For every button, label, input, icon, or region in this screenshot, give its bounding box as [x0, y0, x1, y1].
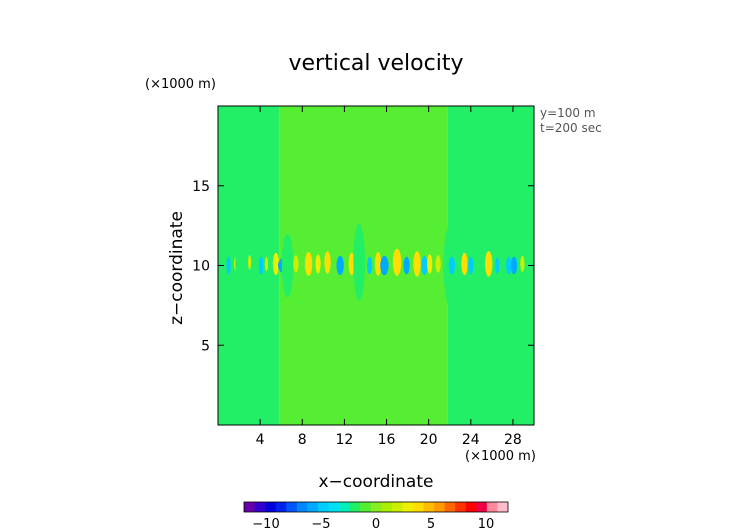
colorbar-swatch — [339, 502, 350, 512]
plot-area — [217, 105, 535, 426]
contour-feature — [477, 225, 490, 299]
contour-feature — [353, 224, 365, 301]
contour-feature — [226, 256, 231, 275]
contour-feature — [315, 254, 321, 274]
contour-feature — [392, 248, 402, 276]
x-tick-label: 16 — [378, 432, 396, 448]
y-tick-label: 5 — [201, 338, 210, 354]
contour-feature — [304, 251, 313, 276]
contour-feature — [264, 256, 269, 272]
colorbar-tick-label: 5 — [427, 517, 435, 532]
colorbar-swatch — [286, 502, 298, 512]
contour-feature — [293, 255, 299, 273]
colorbar-swatch — [296, 502, 308, 512]
colorbar-tick-label: 10 — [478, 517, 495, 532]
y-tick-label: 15 — [192, 179, 210, 195]
contour-feature — [520, 255, 525, 272]
colorbar-swatch — [381, 502, 393, 512]
colorbar-swatch — [275, 502, 287, 512]
contour-feature — [485, 251, 493, 277]
colorbar-swatch — [465, 502, 477, 512]
colorbar-swatch — [317, 502, 329, 512]
contour-feature — [448, 256, 455, 275]
contour-feature — [435, 255, 441, 273]
colorbar-swatch — [412, 502, 424, 512]
colorbar-swatch — [391, 502, 403, 512]
colorbar-swatch — [486, 502, 498, 512]
colorbar-swatch — [254, 502, 266, 512]
x-tick-label: 24 — [462, 432, 480, 448]
colorbar-swatch — [370, 502, 382, 512]
x-tick-label: 12 — [335, 432, 353, 448]
contour-feature — [421, 255, 428, 276]
annotation-y: y=100 m — [540, 106, 596, 120]
colorbar-swatch — [265, 502, 277, 512]
x-axis-unit-label: (×1000 m) — [465, 449, 536, 464]
x-tick-label: 4 — [256, 432, 265, 448]
colorbar-swatch — [497, 502, 509, 512]
colorbar-frame — [243, 501, 509, 513]
colorbar-swatch — [244, 502, 255, 512]
contour-feature — [380, 255, 389, 276]
contour-feature — [336, 255, 344, 276]
x-tick-label: 20 — [420, 432, 438, 448]
colorbar-tick-label: −5 — [311, 517, 330, 532]
colorbar-swatch — [307, 502, 319, 512]
colorbar-swatch — [434, 502, 446, 512]
contour-feature — [468, 256, 474, 275]
y-tick-label: 10 — [192, 259, 210, 275]
colorbar-swatch — [476, 502, 488, 512]
colorbar-swatch — [423, 502, 435, 512]
contour-feature — [403, 256, 410, 275]
contour-feature — [510, 256, 518, 275]
contour-feature — [258, 256, 264, 275]
colorbar-swatch — [402, 502, 414, 512]
contour-feature — [281, 233, 294, 298]
contour-feature — [235, 228, 245, 296]
colorbar: −10 −5 0 5 10 — [243, 501, 509, 532]
contour-feature — [324, 251, 331, 274]
y-axis: 5 10 15 — [192, 179, 534, 354]
colorbar-swatch — [328, 502, 340, 512]
colorbar-swatch — [349, 502, 361, 512]
contour-feature — [248, 255, 252, 270]
contour-feature — [413, 251, 421, 277]
colorbar-swatch — [455, 502, 467, 512]
y-unit-label: (×1000 m) — [145, 77, 216, 92]
contour-feature — [367, 256, 373, 275]
colorbar-swatch — [360, 502, 372, 512]
colorbar-swatch — [444, 502, 456, 512]
annotation-t: t=200 sec — [540, 121, 602, 135]
chart-title: vertical velocity — [288, 51, 463, 76]
x-axis: 4 8 12 16 20 24 28 — [256, 106, 522, 448]
x-axis-title: x−coordinate — [319, 472, 434, 492]
contour-feature — [495, 257, 500, 274]
x-tick-label: 28 — [504, 432, 522, 448]
contour-feature — [506, 256, 512, 275]
x-tick-label: 8 — [298, 432, 307, 448]
contour-feature — [348, 252, 355, 276]
contour-feature — [461, 252, 468, 276]
contour-feature — [272, 252, 280, 276]
y-axis-title: z−coordinate — [167, 211, 187, 325]
contour-feature — [427, 254, 433, 274]
colorbar-tick-label: −10 — [252, 517, 279, 532]
contour-feature — [374, 251, 382, 276]
colorbar-tick-label: 0 — [372, 517, 380, 532]
